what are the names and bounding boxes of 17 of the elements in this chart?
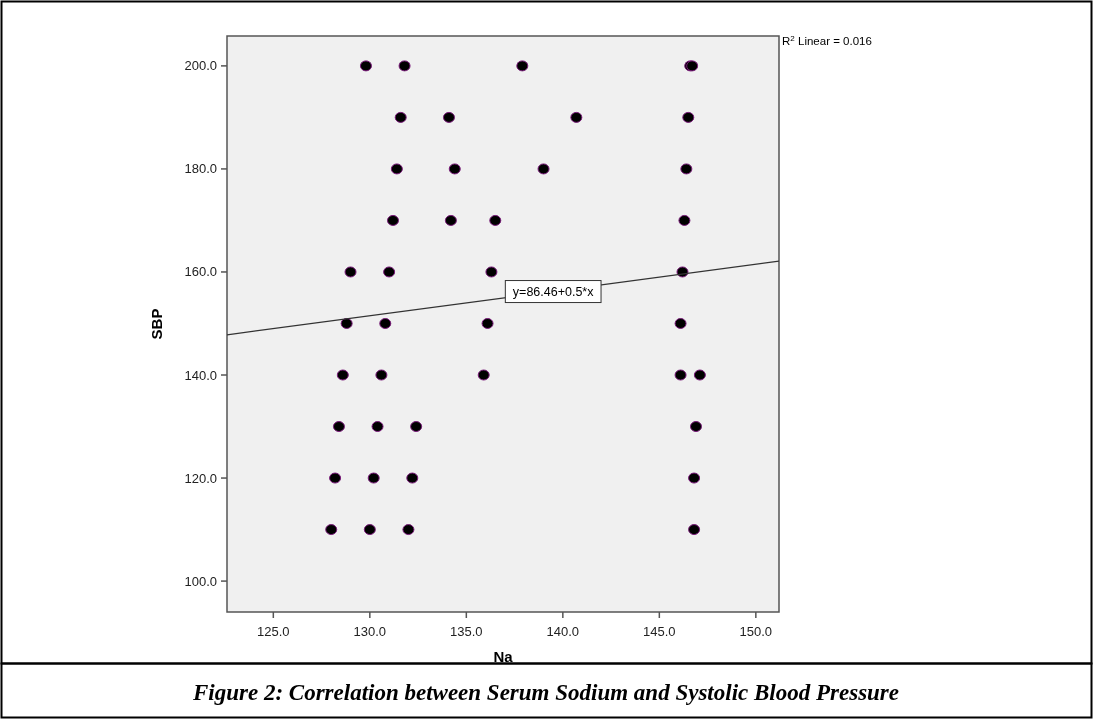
x-tick-label: 130.0 <box>353 624 387 639</box>
y-tick-label: 140.0 <box>184 367 217 383</box>
x-axis-title: Na <box>493 648 514 665</box>
y-tick-label: 200.0 <box>184 58 217 74</box>
text: R$^{2}$ Linear = 0.016 <box>782 33 872 47</box>
caption: Figure 2: Correlation between Serum Sodium and Systolic Blood Pressure <box>191 680 900 705</box>
y-axis-title: SBP <box>148 308 165 340</box>
x-tick-label: 150.0 <box>739 624 773 639</box>
x-tick-label: 135.0 <box>450 624 483 639</box>
y-tick-label: 100.0 <box>184 573 217 589</box>
x-tick-label: 145.0 <box>643 624 676 639</box>
y-tick-label: 160.0 <box>184 264 217 280</box>
x-tick-label: 140.0 <box>546 624 580 639</box>
annotation: y=86.46+0.5*x <box>512 285 595 300</box>
y-tick-label: 120.0 <box>184 470 217 486</box>
x-tick-label: 125.0 <box>257 624 290 639</box>
y-tick-label: 180.0 <box>184 161 217 177</box>
